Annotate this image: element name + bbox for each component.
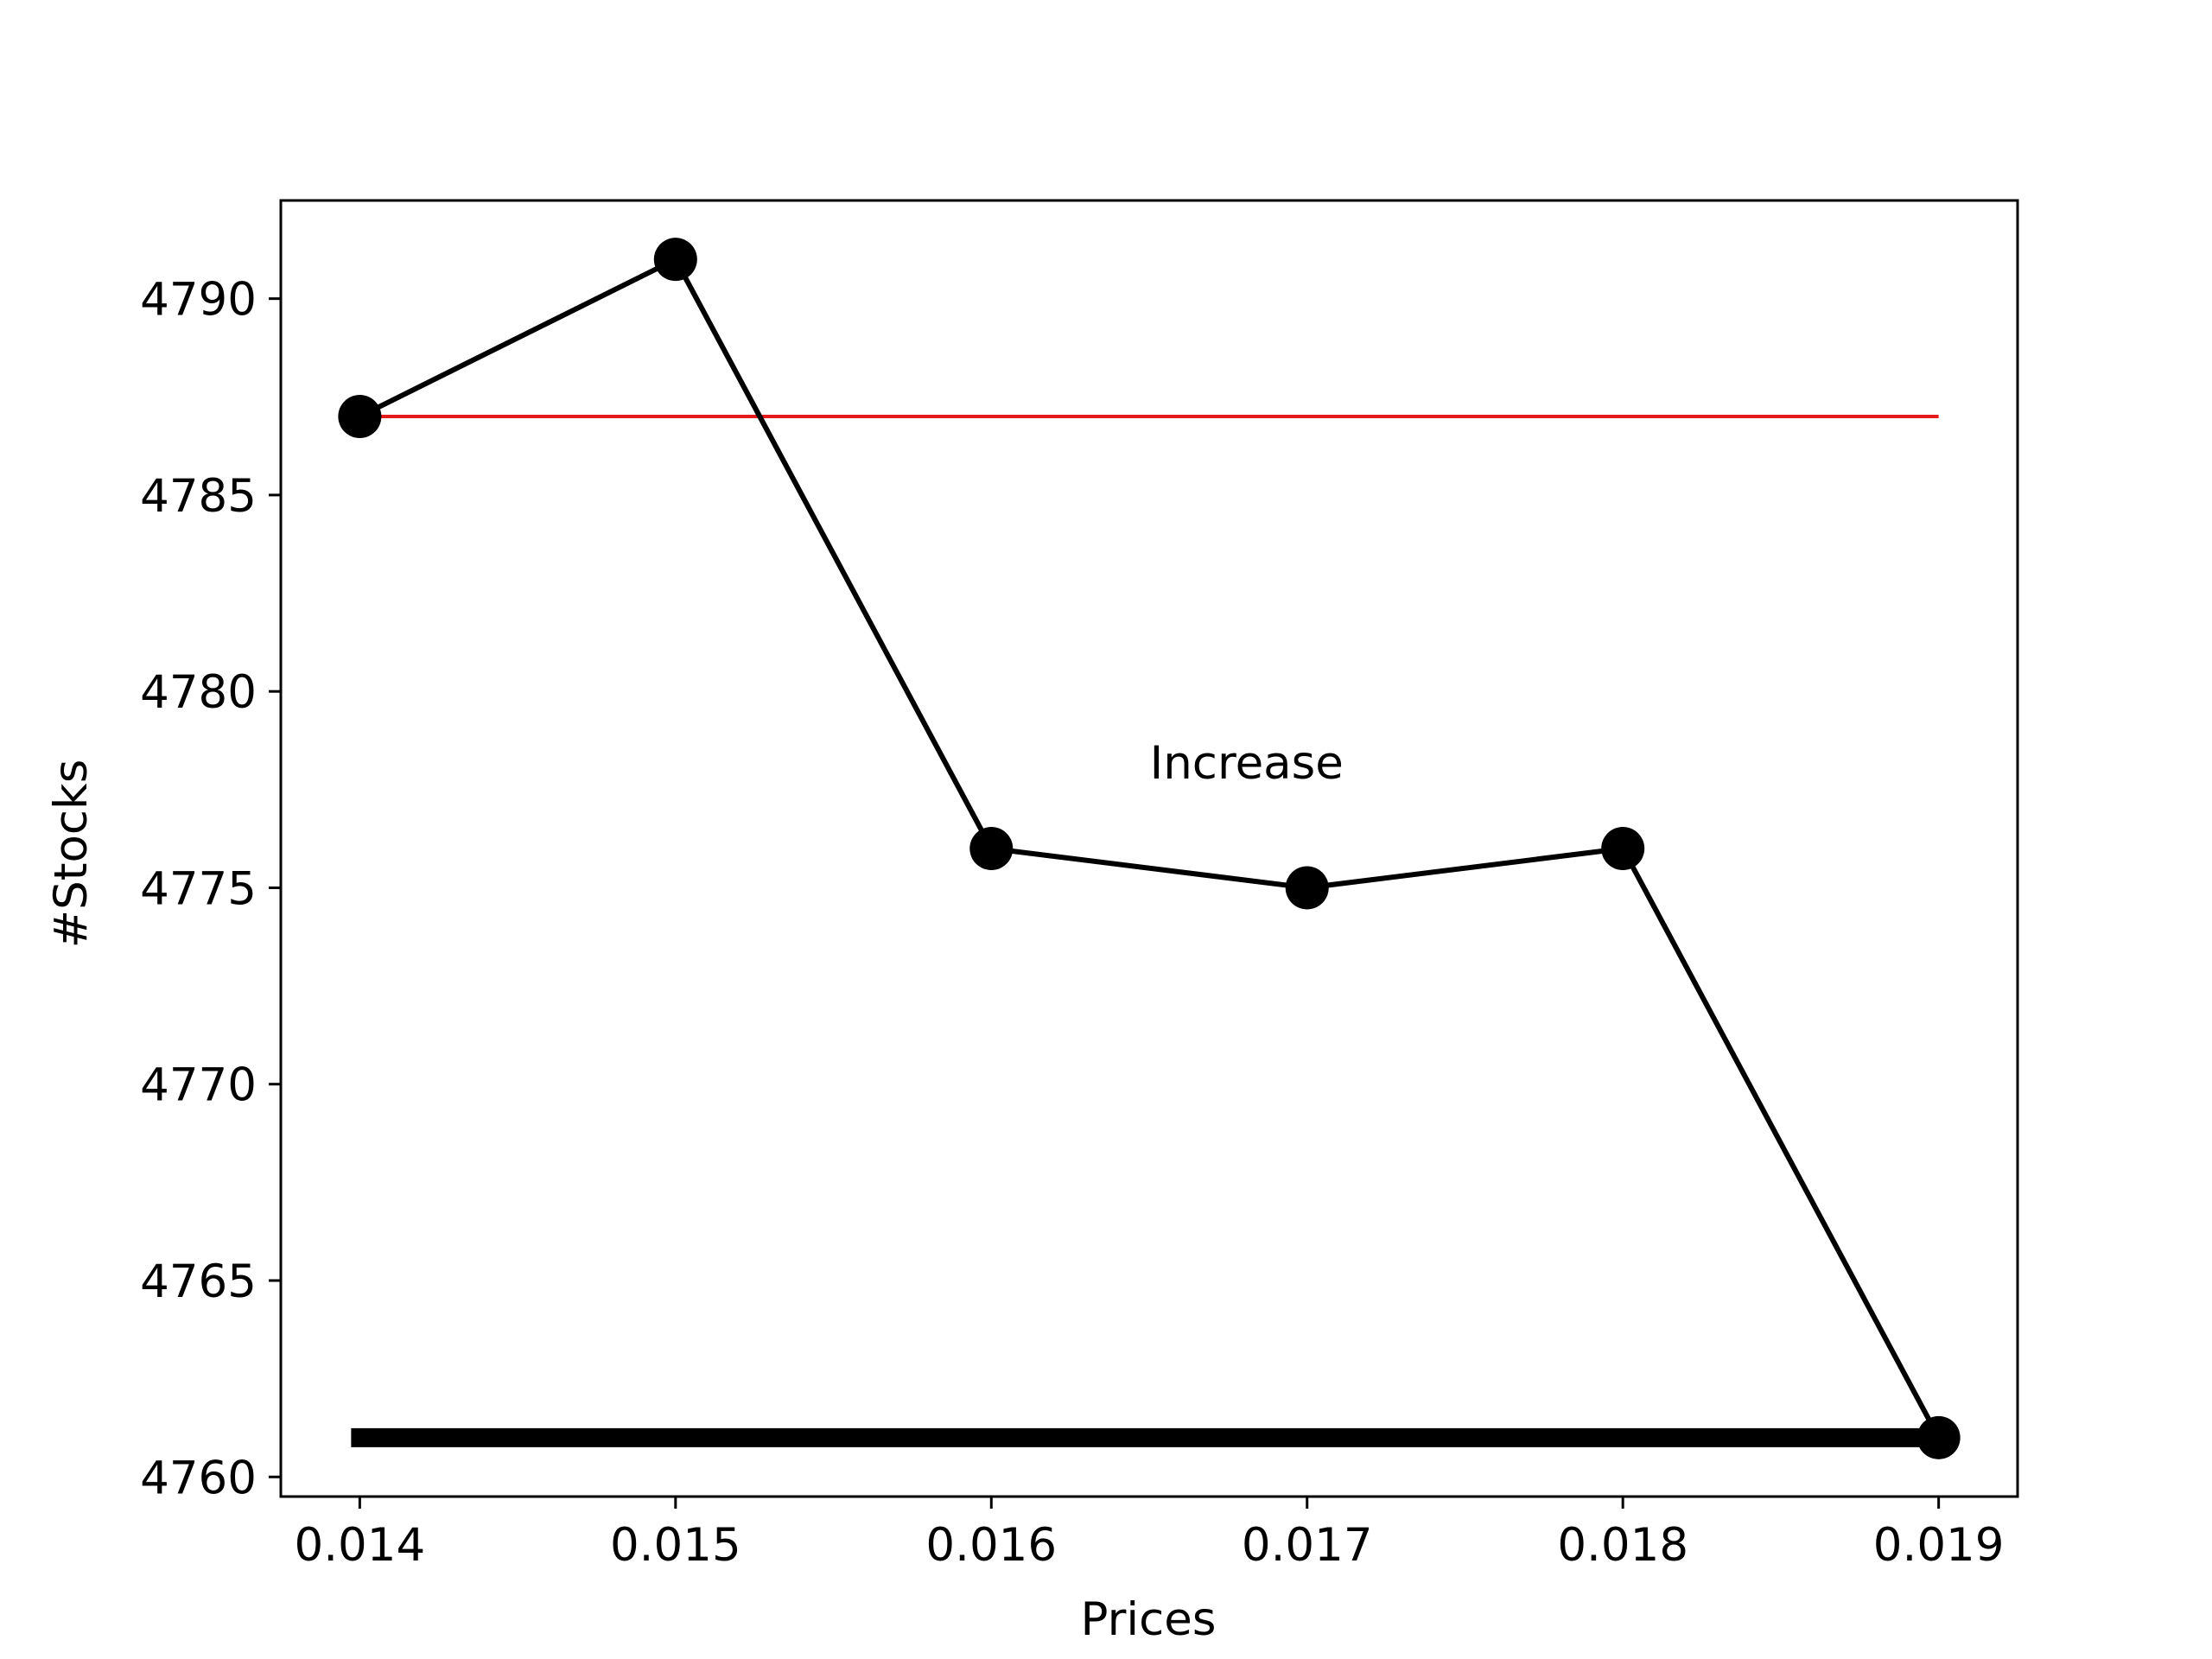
y-tick-label: 4790 [140, 274, 257, 327]
y-tick-label: 4785 [140, 470, 257, 523]
axes: 0.014 0.015 0.016 0.017 0.018 0.019 4760 4765 47… [140, 199, 2019, 1572]
data-point [1916, 1415, 1961, 1459]
x-tick-label: 0.018 [1557, 1519, 1688, 1572]
x-tick-label: 0.016 [925, 1519, 1057, 1572]
y-tick-label: 4760 [140, 1452, 257, 1504]
x-axis-title: Prices [1081, 1593, 1217, 1646]
x-tick-label: 0.014 [294, 1519, 425, 1572]
y-tick-label: 4770 [140, 1059, 257, 1112]
data-point [338, 395, 382, 438]
plot-area: Increase [338, 238, 1961, 1459]
data-point [1601, 827, 1645, 870]
x-tick-label: 0.017 [1242, 1519, 1373, 1572]
y-tick-label: 4765 [140, 1255, 257, 1308]
data-point [653, 238, 697, 282]
y-axis-title: #Stocks [45, 760, 98, 949]
plot-frame [279, 199, 2019, 1498]
series-line [359, 257, 1942, 1440]
data-point [1285, 866, 1329, 910]
annotation-label: Increase [1150, 737, 1344, 790]
x-tick-label: 0.015 [610, 1519, 741, 1572]
y-tick-label: 4780 [140, 666, 257, 719]
y-tick-label: 4775 [140, 862, 257, 915]
x-tick-label: 0.019 [1873, 1519, 2005, 1572]
data-point [969, 827, 1014, 870]
